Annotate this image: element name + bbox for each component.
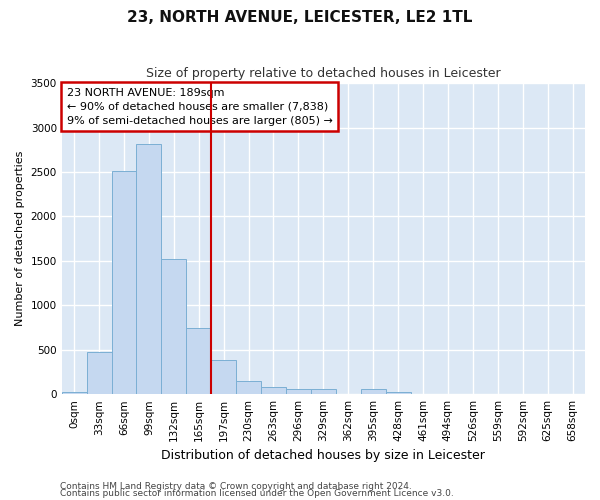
X-axis label: Distribution of detached houses by size in Leicester: Distribution of detached houses by size …	[161, 450, 485, 462]
Text: 23, NORTH AVENUE, LEICESTER, LE2 1TL: 23, NORTH AVENUE, LEICESTER, LE2 1TL	[127, 10, 473, 25]
Bar	[361, 390, 386, 394]
Bar	[236, 382, 261, 394]
Text: Contains HM Land Registry data © Crown copyright and database right 2024.: Contains HM Land Registry data © Crown c…	[60, 482, 412, 491]
Bar	[86, 352, 112, 394]
Bar	[286, 390, 311, 394]
Bar	[386, 392, 410, 394]
Title: Size of property relative to detached houses in Leicester: Size of property relative to detached ho…	[146, 68, 500, 80]
Bar	[311, 390, 336, 394]
Bar	[261, 387, 286, 394]
Text: 23 NORTH AVENUE: 189sqm
← 90% of detached houses are smaller (7,838)
9% of semi-: 23 NORTH AVENUE: 189sqm ← 90% of detache…	[67, 88, 333, 126]
Bar	[161, 259, 186, 394]
Bar	[112, 171, 136, 394]
Bar	[136, 144, 161, 394]
Text: Contains public sector information licensed under the Open Government Licence v3: Contains public sector information licen…	[60, 489, 454, 498]
Bar	[186, 328, 211, 394]
Y-axis label: Number of detached properties: Number of detached properties	[15, 151, 25, 326]
Bar	[211, 360, 236, 394]
Bar	[62, 392, 86, 394]
